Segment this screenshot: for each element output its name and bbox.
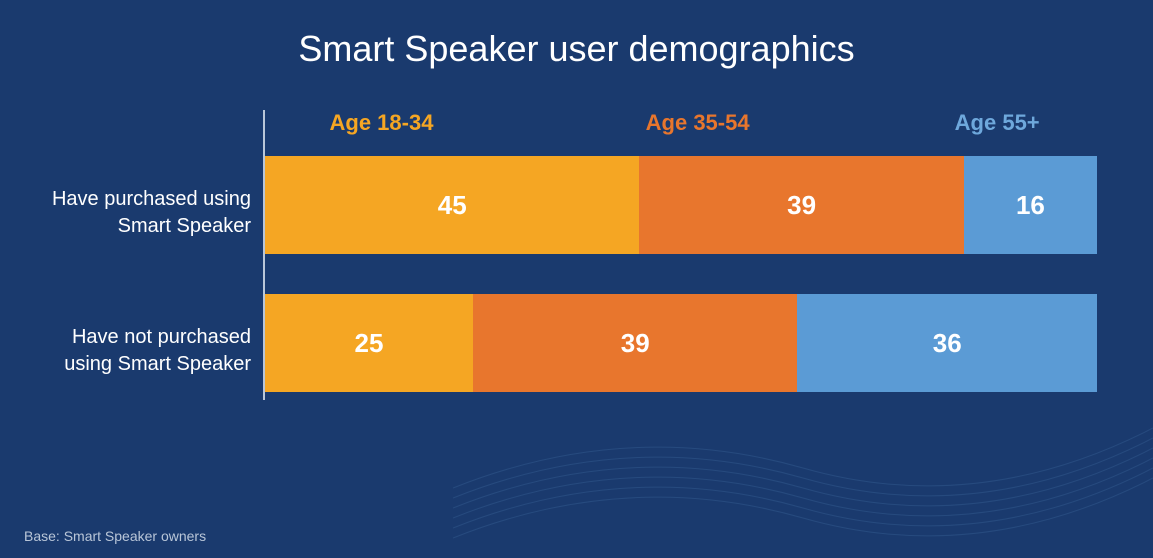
bar-segment-age-35-54: 39 <box>473 294 797 392</box>
legend-item-age-55plus: Age 55+ <box>955 110 1040 136</box>
chart-container: Have purchased using Smart Speaker Have … <box>0 110 1153 400</box>
bar-segment-age-55plus: 36 <box>797 294 1097 392</box>
chart-title: Smart Speaker user demographics <box>0 0 1153 110</box>
bar-segment-age-35-54: 39 <box>639 156 963 254</box>
row-labels-column: Have purchased using Smart Speaker Have … <box>48 110 263 400</box>
bars-area: Age 18-34 Age 35-54 Age 55+ 45 39 16 25 … <box>263 110 1097 400</box>
footnote: Base: Smart Speaker owners <box>24 528 206 544</box>
bar-segment-age-55plus: 16 <box>964 156 1097 254</box>
legend-row: Age 18-34 Age 35-54 Age 55+ <box>265 110 1097 156</box>
bar-row-not-purchased: 25 39 36 <box>265 294 1097 392</box>
bar-row-purchased: 45 39 16 <box>265 156 1097 254</box>
row-label: Have not purchased using Smart Speaker <box>48 302 251 400</box>
bar-segment-age-18-34: 25 <box>265 294 473 392</box>
legend-item-age-35-54: Age 35-54 <box>646 110 750 136</box>
legend-item-age-18-34: Age 18-34 <box>329 110 433 136</box>
row-label: Have purchased using Smart Speaker <box>48 164 251 262</box>
bar-segment-age-18-34: 45 <box>265 156 639 254</box>
